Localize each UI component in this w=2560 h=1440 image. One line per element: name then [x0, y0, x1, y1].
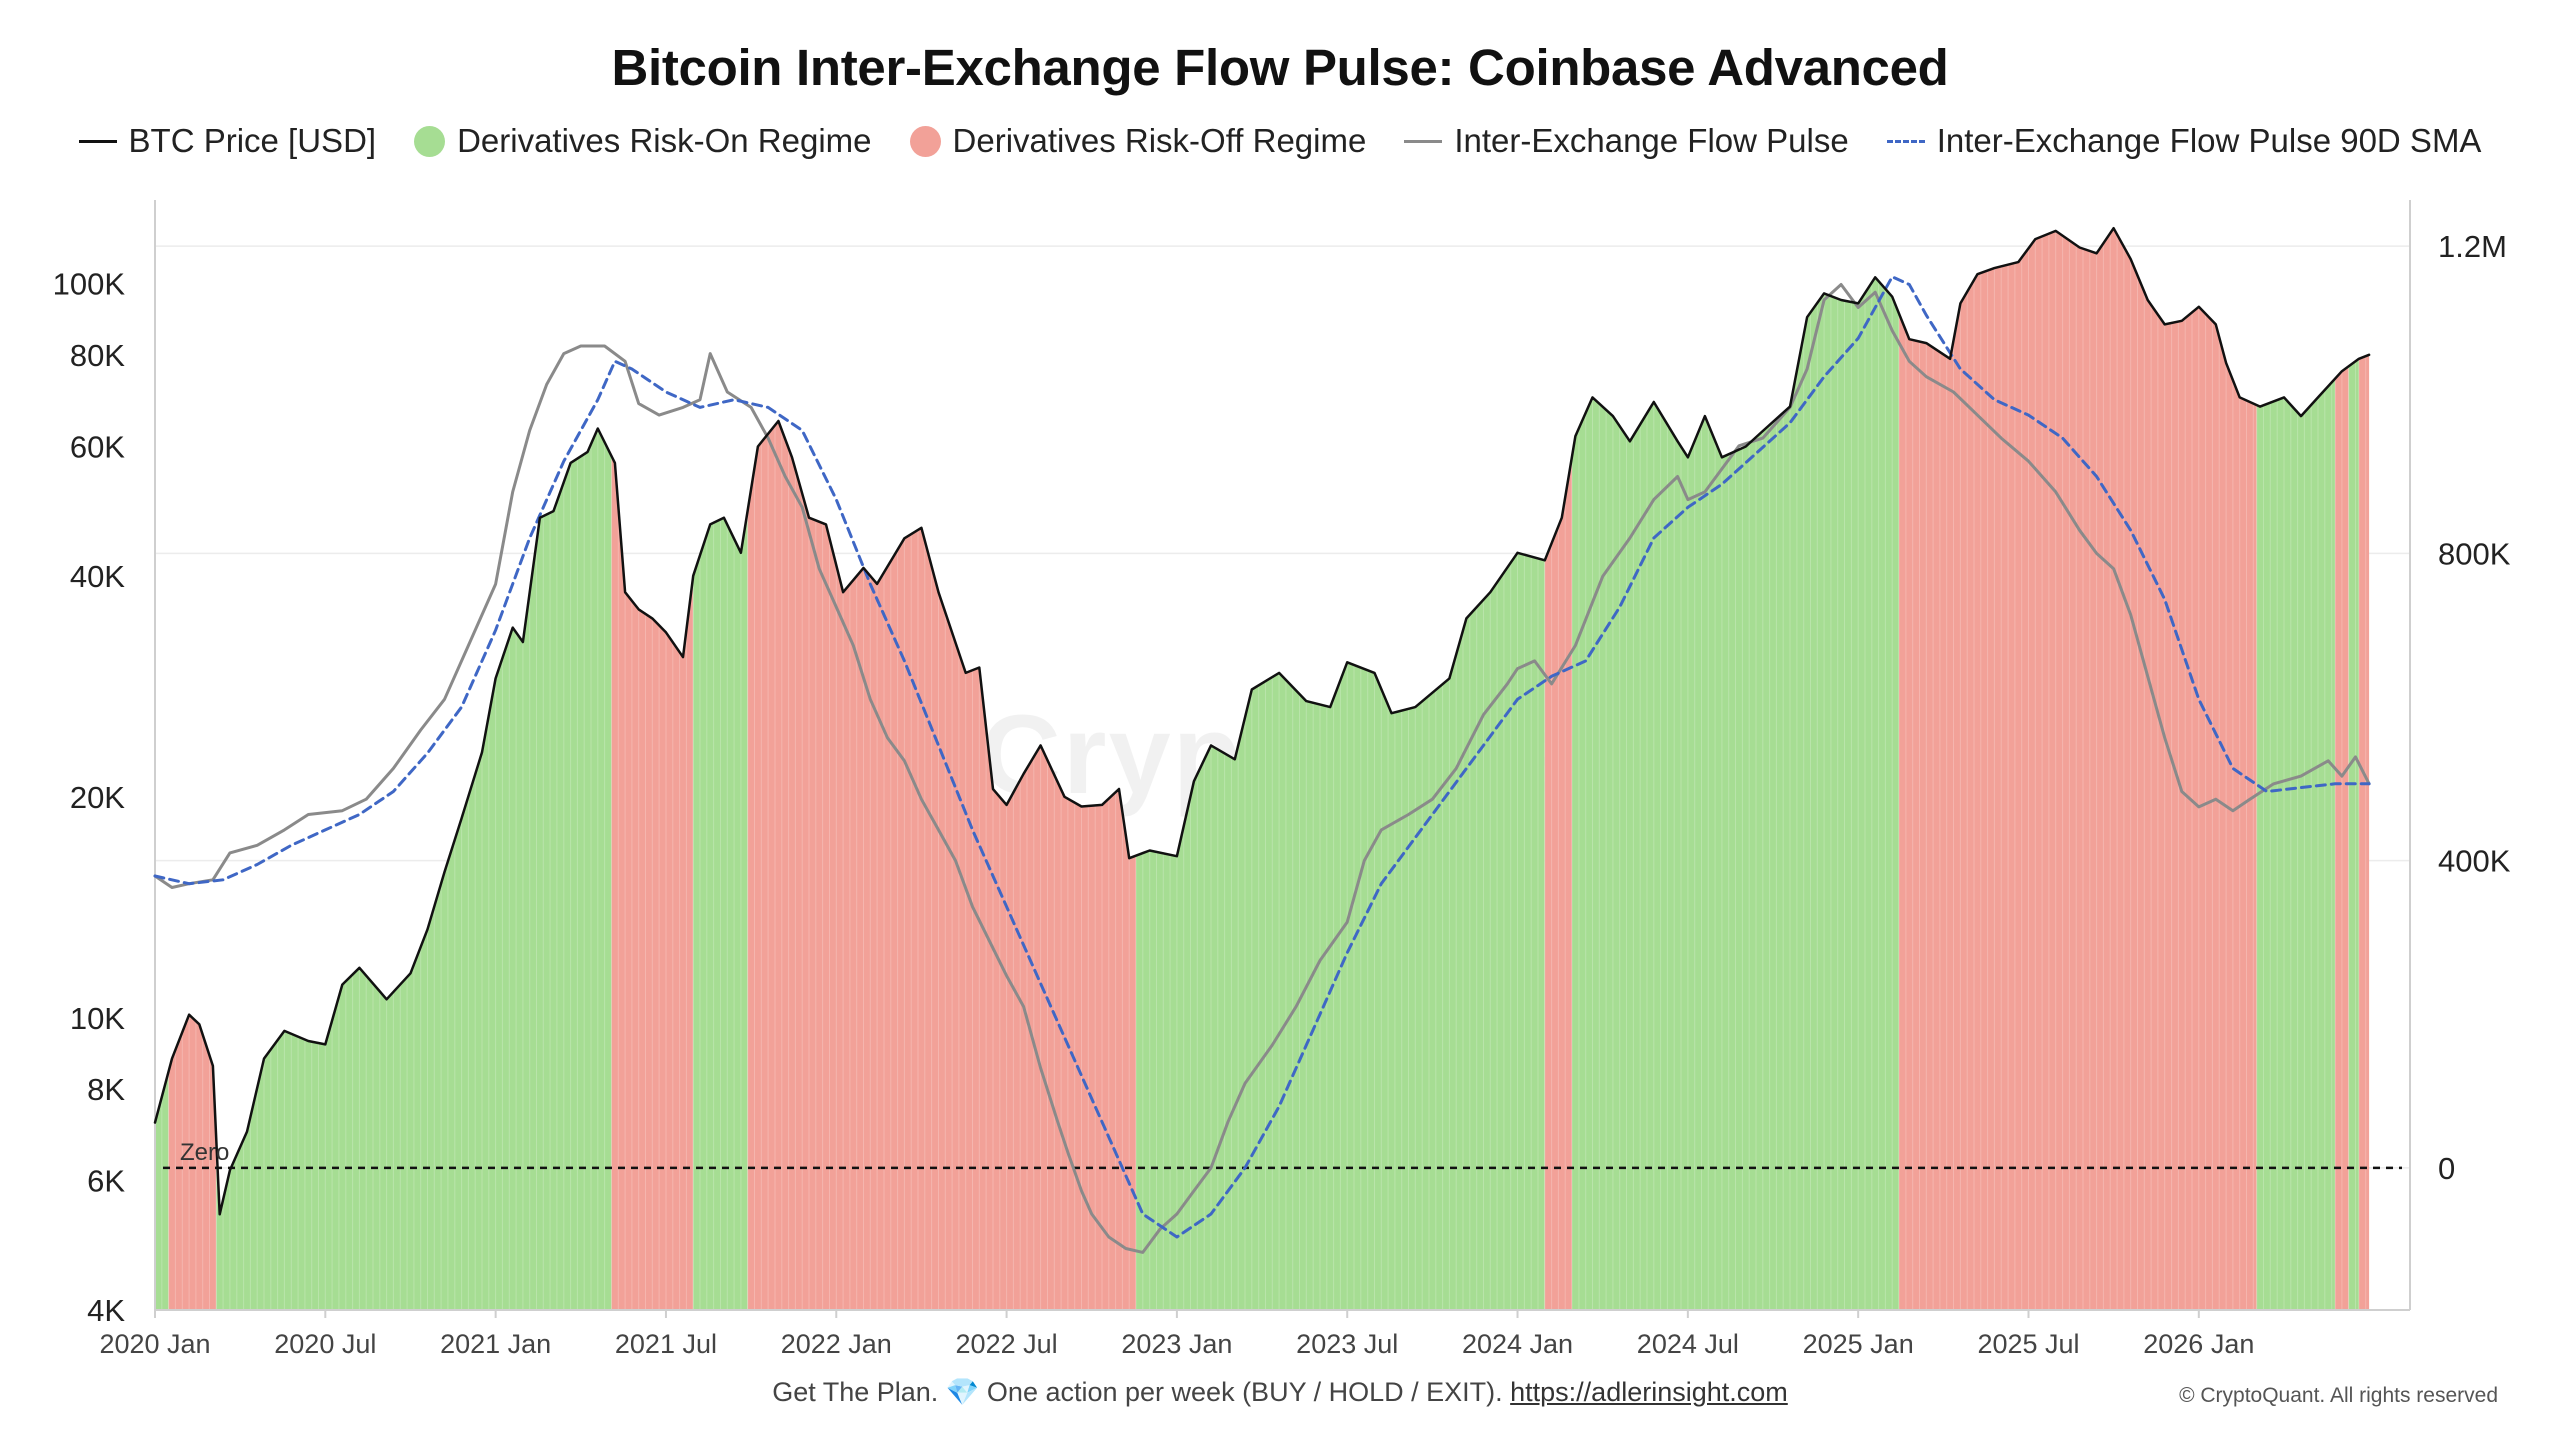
legend-swatch-flow-pulse: [1404, 139, 1443, 143]
x-tick-label-2: 2021 Jan: [440, 1329, 551, 1359]
regime-area: [611, 456, 694, 1310]
x-tick-label-1: 2020 Jul: [274, 1329, 376, 1359]
regime-hatch: [2348, 361, 2356, 1310]
regime-band-9-risk-off: [1898, 228, 2257, 1311]
left-tick-label-5: 40K: [70, 559, 125, 594]
zero-line-label: Zero: [180, 1139, 229, 1166]
footer-text: Get The Plan. 💎 One action per week (BUY…: [772, 1377, 1503, 1407]
regime-band-1-risk-off: [168, 1014, 217, 1310]
legend-label-risk-on: Derivatives Risk-On Regime: [457, 122, 872, 159]
regime-area: [1572, 277, 1899, 1311]
legend-swatch-risk-on: [414, 125, 446, 157]
regime-hatch: [1135, 552, 1546, 1310]
chart-title: Bitcoin Inter-Exchange Flow Pulse: Coinb…: [611, 39, 1949, 96]
legend: BTC Price [USD] Derivatives Risk-On Regi…: [0, 122, 2560, 160]
legend-label-risk-off: Derivatives Risk-Off Regime: [952, 122, 1367, 159]
regime-band-12-risk-on: [2348, 358, 2359, 1310]
right-tick-label-3: 1.2M: [2438, 229, 2507, 264]
regime-band-13-risk-off: [2358, 354, 2370, 1310]
footer-link[interactable]: https://adlerinsight.com: [1510, 1377, 1788, 1407]
x-tick-label-5: 2022 Jul: [956, 1329, 1058, 1359]
legend-item-risk-on[interactable]: Derivatives Risk-On Regime: [414, 122, 872, 160]
left-tick-label-4: 20K: [70, 780, 125, 815]
x-tick-label-11: 2025 Jul: [1977, 1329, 2079, 1359]
x-tick-label-9: 2024 Jul: [1637, 1329, 1739, 1359]
regime-area: [1899, 228, 2257, 1311]
axis-layer: [154, 200, 2411, 1318]
regime-hatch: [2358, 356, 2367, 1310]
legend-item-flow-pulse-sma[interactable]: Inter-Exchange Flow Pulse 90D SMA: [1886, 122, 2482, 160]
legend-item-btc-price[interactable]: BTC Price [USD]: [78, 122, 377, 160]
right-tick-label-2: 800K: [2438, 536, 2511, 571]
regime-layer: [154, 228, 2370, 1311]
x-tick-label-3: 2021 Jul: [615, 1329, 717, 1359]
legend-item-flow-pulse[interactable]: Inter-Exchange Flow Pulse: [1404, 122, 1849, 160]
regime-band-2-risk-on: [215, 428, 612, 1310]
x-tick-label-6: 2023 Jan: [1121, 1329, 1232, 1359]
regime-area: [2358, 354, 2370, 1310]
left-tick-label-8: 100K: [53, 267, 126, 302]
line-layer: [153, 226, 2402, 1254]
regime-hatch: [1571, 281, 1900, 1310]
regime-hatch: [1544, 456, 1573, 1310]
left-tick-label-0: 4K: [87, 1293, 125, 1328]
x-tick-label-0: 2020 Jan: [99, 1329, 210, 1359]
legend-swatch-btc-price: [78, 139, 117, 143]
regime-hatch: [168, 1014, 217, 1310]
regime-hatch: [747, 425, 1137, 1310]
regime-area: [216, 428, 612, 1310]
copyright: © CryptoQuant. All rights reserved: [2179, 1384, 2498, 1407]
x-tick-label-8: 2024 Jan: [1462, 1329, 1573, 1359]
x-tick-label-10: 2025 Jan: [1803, 1329, 1914, 1359]
regime-area: [693, 510, 748, 1310]
regime-band-7-risk-off: [1544, 456, 1573, 1310]
series-flow-pulse-sma: [153, 275, 2371, 1239]
regime-band-8-risk-on: [1571, 277, 1900, 1311]
regime-hatch: [1898, 230, 2254, 1310]
legend-item-risk-off[interactable]: Derivatives Risk-Off Regime: [909, 122, 1367, 160]
regime-band-10-risk-on: [2256, 378, 2336, 1310]
x-tick-label-7: 2023 Jul: [1296, 1329, 1398, 1359]
regime-hatch: [2256, 382, 2333, 1310]
regime-area: [168, 1015, 217, 1310]
left-tick-label-6: 60K: [70, 430, 125, 465]
series-flow-pulse: [153, 283, 2371, 1254]
left-tick-label-3: 10K: [70, 1001, 125, 1036]
regime-band-3-risk-off: [611, 456, 694, 1310]
legend-label-flow-pulse: Inter-Exchange Flow Pulse: [1454, 122, 1849, 159]
regime-area: [2335, 366, 2349, 1310]
right-tick-label-0: 0: [2438, 1151, 2455, 1186]
left-tick-label-2: 8K: [87, 1072, 125, 1107]
x-tick-label-4: 2022 Jan: [781, 1329, 892, 1359]
regime-band-4-risk-on: [692, 510, 749, 1310]
right-tick-label-1: 400K: [2438, 844, 2511, 879]
regime-area: [155, 1071, 169, 1310]
legend-label-flow-pulse-sma: Inter-Exchange Flow Pulse 90D SMA: [1936, 122, 2482, 159]
footer: Get The Plan. 💎 One action per week (BUY…: [0, 1376, 2560, 1408]
regime-band-5-risk-off: [747, 421, 1137, 1310]
regime-hatch: [215, 428, 612, 1310]
label-layer: 4K 6K 8K 10K 20K 40K 60K 80K 100K 0 400K 800K 1.2M 20…: [53, 229, 2511, 1359]
regime-area: [2256, 378, 2336, 1310]
x-tick-label-12: 2026 Jan: [2143, 1329, 2254, 1359]
legend-label-btc-price: BTC Price [USD]: [128, 122, 377, 159]
legend-swatch-risk-off: [909, 125, 941, 157]
regime-area: [747, 421, 1136, 1310]
regime-area: [2348, 358, 2359, 1310]
series-btc-price: [153, 226, 2371, 1216]
regime-band-0-risk-on: [154, 1071, 170, 1310]
left-tick-label-1: 6K: [87, 1164, 125, 1199]
left-tick-label-7: 80K: [70, 338, 125, 373]
regime-hatch: [611, 456, 694, 1310]
legend-swatch-flow-pulse-sma: [1886, 139, 1925, 143]
